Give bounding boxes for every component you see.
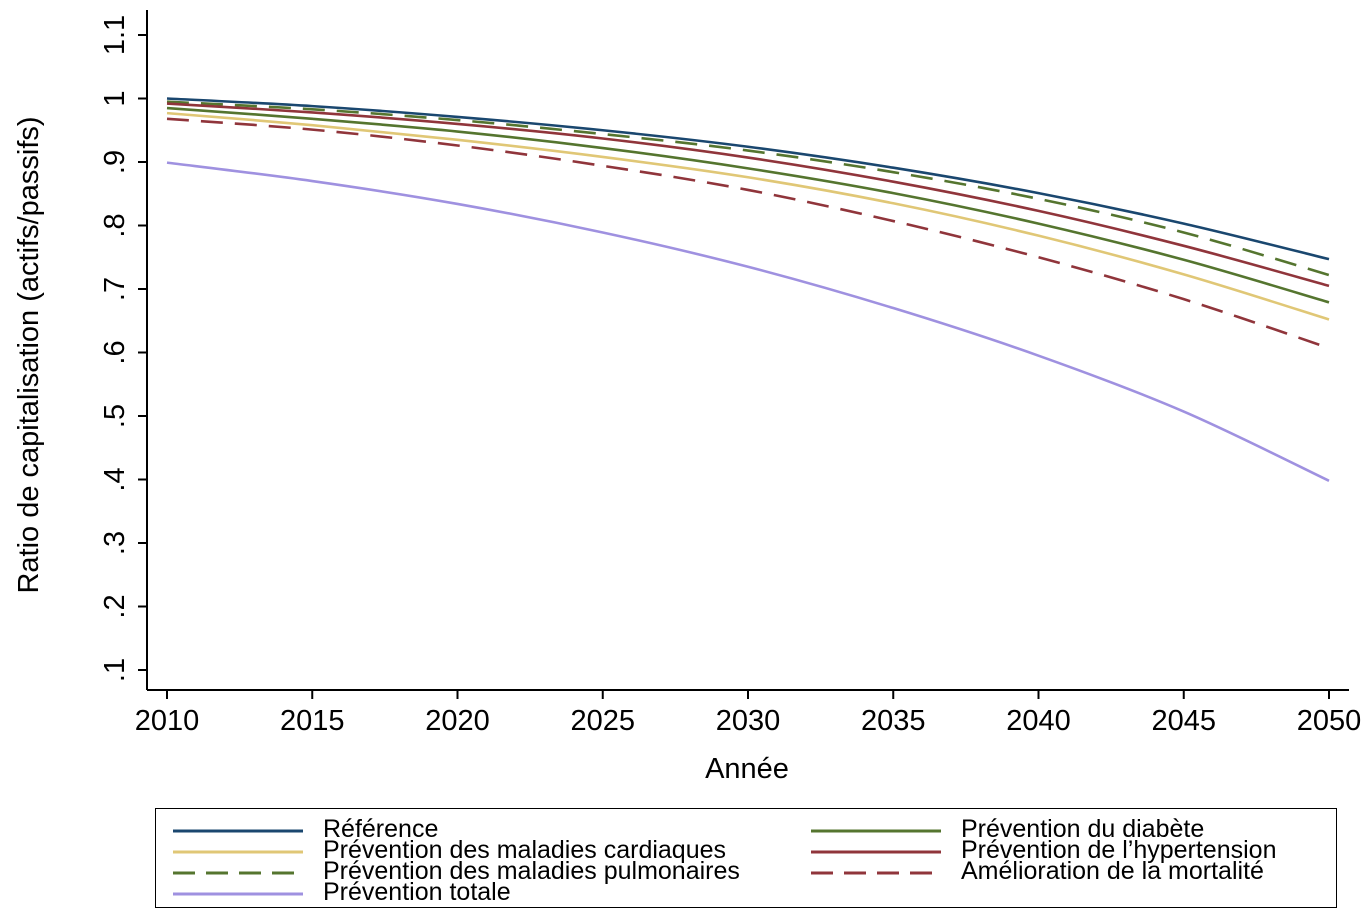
series-line-6 — [166, 117, 1330, 350]
legend-label: Prévention des maladies pulmonaires — [323, 857, 740, 885]
legend: Référence Prévention des maladies cardia… — [155, 808, 1337, 908]
x-tick-label: 2030 — [716, 705, 781, 737]
x-tick-label: 2010 — [135, 705, 200, 737]
y-axis-label: Ratio de capitalisation (actifs/passifs) — [13, 116, 45, 593]
x-tick-label: 2015 — [280, 705, 345, 737]
y-tick-label: .1 — [99, 658, 131, 682]
legend-label: Prévention de l’hypertension — [961, 836, 1277, 864]
x-tick-label: 2035 — [861, 705, 926, 737]
y-tick-label: .4 — [99, 467, 131, 491]
legend-swatch-hypertension — [811, 850, 941, 854]
series-lines — [166, 97, 1330, 482]
legend-label: Prévention du diabète — [961, 815, 1205, 843]
x-tick-label: 2050 — [1297, 705, 1362, 737]
x-tick-label: 2025 — [570, 705, 635, 737]
legend-label: Prévention des maladies cardiaques — [323, 836, 727, 864]
legend-swatch-mortalite — [811, 871, 941, 875]
y-tick-label: .5 — [99, 404, 131, 428]
x-tick-label: 2045 — [1151, 705, 1216, 737]
legend-label: Amélioration de la mortalité — [961, 857, 1264, 885]
series-line-3 — [166, 161, 1330, 482]
plot-axes — [138, 10, 1349, 699]
legend-label: Prévention totale — [323, 878, 511, 906]
series-line-2 — [166, 100, 1330, 277]
series-line-1 — [166, 111, 1330, 321]
x-tick-label: 2020 — [425, 705, 490, 737]
legend-swatch-totale — [173, 892, 303, 896]
x-axis-label: Année — [705, 753, 789, 785]
series-line-4 — [166, 106, 1330, 304]
legend-swatch-cardiaques — [173, 850, 303, 854]
legend-swatch-reference — [173, 829, 303, 833]
y-tick-label: .6 — [99, 340, 131, 364]
y-tick-label: 1.1 — [99, 15, 131, 55]
legend-swatch-pulmonaires — [173, 871, 303, 875]
x-tick-label: 2040 — [1006, 705, 1071, 737]
series-line-5 — [166, 102, 1330, 288]
legend-label: Référence — [323, 815, 439, 843]
y-tick-label: .2 — [99, 594, 131, 618]
y-tick-label: .9 — [99, 150, 131, 174]
y-tick-label: 1 — [99, 90, 131, 106]
legend-swatch-diabete — [811, 829, 941, 833]
y-tick-label: .7 — [99, 277, 131, 301]
tick-labels: .1 .2 .3 .4 .5 .6 .7 .8 .9 1 1.1 2010 2015 2020 2025 20… — [99, 15, 1361, 737]
y-tick-label: .8 — [99, 213, 131, 237]
y-tick-label: .3 — [99, 531, 131, 555]
series-line-0 — [166, 97, 1330, 261]
